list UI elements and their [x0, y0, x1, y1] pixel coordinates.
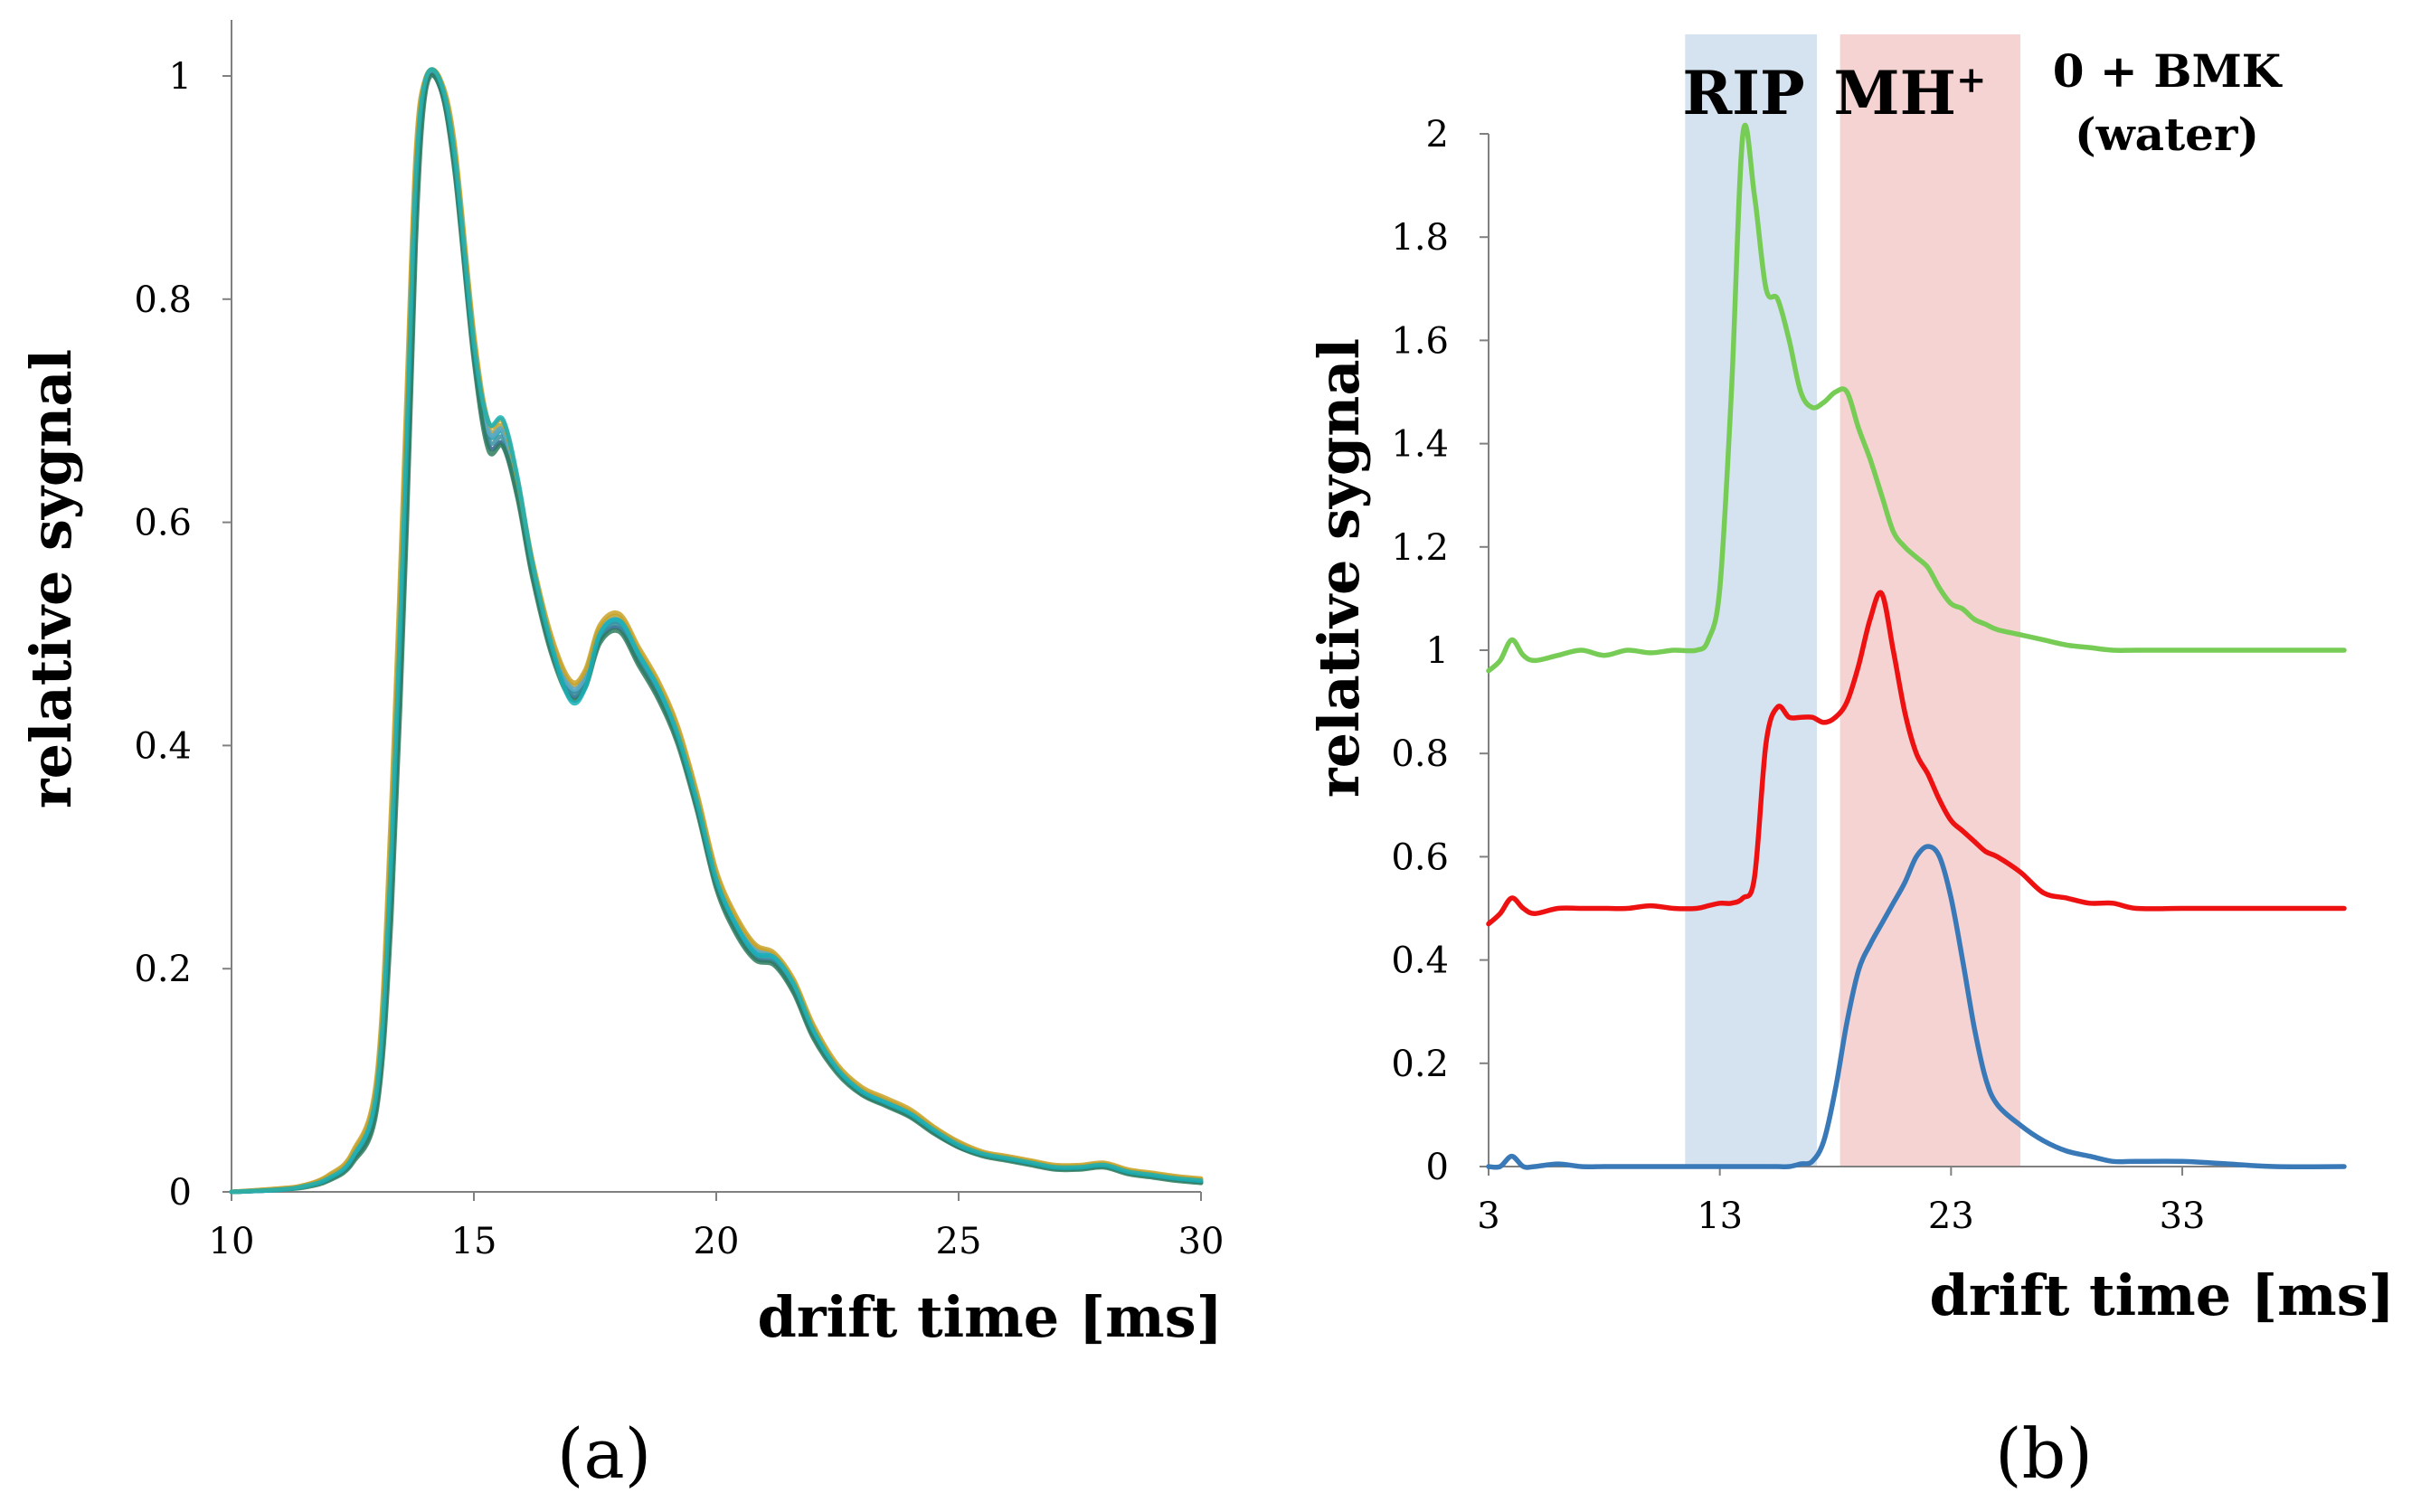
chart-b-x-axis-title: drift time [ms]: [1930, 1262, 2395, 1328]
mh-region-label-superscript: +: [1956, 59, 1987, 101]
chart-b-x-ticks: 3 13 23 33: [1477, 1167, 2205, 1237]
chart-b-y-tick-label: 0.6: [1391, 836, 1449, 878]
mh-region-label: MH+: [1834, 58, 1987, 128]
chart-a: 0 0.2 0.4 0.6 0.8 1 10 15 20 25 30 relative sygna…: [18, 20, 1224, 1494]
mh-region-label-main: MH: [1834, 58, 1956, 128]
chart-a-y-tick-label: 0.8: [134, 279, 192, 321]
annotation-line-1: 0 + BMK: [2053, 44, 2283, 98]
chart-a-y-axis-title: relative sygnal: [18, 349, 84, 808]
chart-a-series-line: [229, 67, 1204, 1195]
chart-a-series-line: [229, 68, 1204, 1195]
chart-b-y-tick-label: 0.2: [1391, 1044, 1449, 1085]
chart-a-x-tick-label: 20: [694, 1221, 740, 1262]
chart-b: 00.20.40.60.811.21.41.61.82 3 13 23 33 RIP …: [1306, 34, 2395, 1494]
chart-b-y-tick-label: 2: [1426, 114, 1449, 156]
mh-region: [1839, 34, 2021, 1167]
chart-b-series-line: [1486, 590, 2347, 927]
chart-a-series: [229, 67, 1204, 1195]
panel-label-b: (b): [1995, 1413, 2093, 1494]
chart-a-series-line: [229, 72, 1204, 1195]
chart-b-series-line: [1486, 122, 2347, 674]
chart-a-x-tick-label: 25: [936, 1221, 982, 1262]
chart-a-y-tick-label: 0.4: [134, 725, 192, 767]
chart-b-y-tick-label: 1.4: [1391, 424, 1449, 466]
chart-b-series-line: [1486, 844, 2347, 1170]
chart-a-x-tick-label: 30: [1178, 1221, 1225, 1262]
chart-a-x-tick-label: 10: [209, 1221, 255, 1262]
chart-a-y-ticks: 0 0.2 0.4 0.6 0.8 1: [134, 56, 232, 1214]
chart-b-y-tick-label: 0.8: [1391, 733, 1449, 775]
chart-a-series-line: [229, 71, 1204, 1195]
rip-region: [1685, 34, 1818, 1167]
chart-a-series-line: [229, 67, 1204, 1195]
panel-label-a: (a): [557, 1413, 652, 1494]
chart-b-y-tick-label: 0: [1426, 1147, 1449, 1188]
chart-b-series: [1486, 122, 2347, 1170]
chart-a-y-tick-label: 0.2: [134, 949, 192, 990]
chart-b-x-tick-label: 33: [2160, 1195, 2206, 1237]
chart-b-y-tick-label: 0.4: [1391, 940, 1449, 982]
chart-b-y-tick-label: 1: [1426, 630, 1449, 672]
annotation-line-2: (water): [2075, 108, 2259, 161]
chart-a-series-line: [229, 67, 1204, 1195]
chart-a-y-tick-label: 1: [169, 56, 192, 98]
chart-a-x-axis-title: drift time [ms]: [758, 1284, 1223, 1350]
chart-a-y-tick-label: 0.6: [134, 503, 192, 544]
rip-region-label: RIP: [1682, 58, 1804, 128]
chart-b-y-ticks: 0 0.2 0.4 0.6 0.8 1 1.2 1.4 1.6 1.8 2: [1391, 114, 1489, 1188]
chart-b-x-tick-label: 13: [1697, 1195, 1743, 1237]
chart-a-y-tick-label: 0: [169, 1172, 192, 1214]
chart-b-y-tick-label: 1.2: [1391, 527, 1449, 569]
chart-a-x-tick-label: 15: [451, 1221, 497, 1262]
chart-b-y-axis-title: relative sygnal: [1306, 338, 1372, 798]
chart-a-series-line: [229, 69, 1204, 1195]
chart-a-series-line: [229, 67, 1204, 1195]
chart-b-x-tick-label: 3: [1477, 1195, 1499, 1237]
chart-a-x-ticks: 10 15 20 25 30: [209, 1192, 1225, 1262]
chart-b-y-tick-label: 1.6: [1391, 320, 1449, 362]
chart-b-x-tick-label: 23: [1928, 1195, 1974, 1237]
chart-b-y-tick-label: 1.8: [1391, 217, 1449, 259]
